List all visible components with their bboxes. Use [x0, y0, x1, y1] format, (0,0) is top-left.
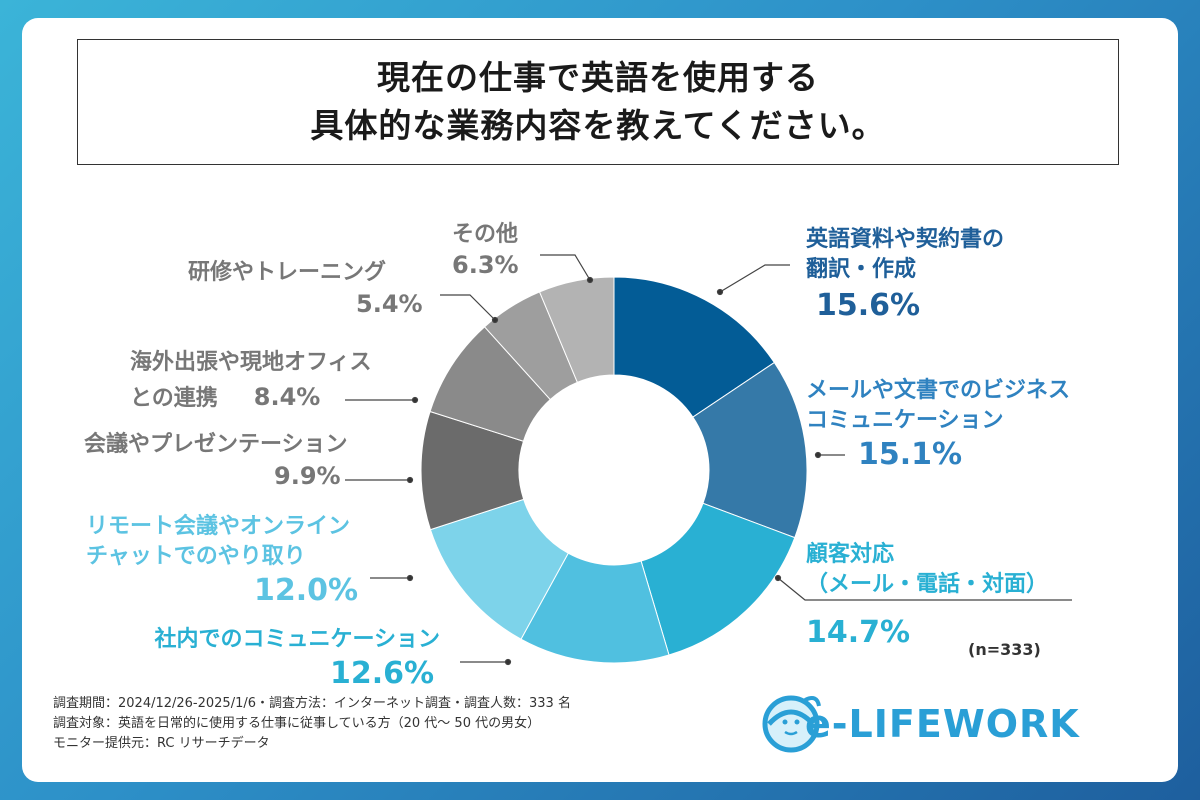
pct-other: 6.3% [452, 251, 519, 279]
pct-internal: 12.6% [330, 656, 435, 691]
footnote-period: 調査期間：2024/12/26-2025/1/6・調査方法：インターネット調査・… [53, 696, 571, 711]
pct-email-business: 15.1% [858, 437, 963, 472]
pct-training: 5.4% [356, 290, 423, 318]
leader-dot-8 [586, 276, 594, 284]
label-meetings: 会議やプレゼンテーション 9.9% [84, 432, 348, 490]
leader-dot-7 [491, 316, 499, 324]
leader-dot-2 [774, 574, 782, 582]
pct-translation: 15.6% [816, 288, 921, 323]
title-line-1: 現在の仕事で英語を使用する [377, 58, 819, 97]
leader-dot-6 [411, 396, 419, 404]
leader-line-8 [540, 254, 591, 281]
title-line-2: 具体的な業務内容を教えてください。 [310, 106, 886, 145]
label-internal: 社内でのコミュニケーション 12.6% [154, 627, 440, 691]
footnote-provider: モニター提供元：RC リサーチデータ [53, 736, 270, 751]
label-remote: リモート会議やオンライン チャットでのやり取り 12.0% [86, 514, 359, 608]
footnote-target: 調査対象：英語を日常的に使用する仕事に従事している方（20 代～ 50 代の男女… [53, 716, 541, 731]
pct-remote: 12.0% [254, 573, 359, 608]
donut-slice-0 [613, 276, 775, 418]
leader-dot-1 [814, 451, 822, 459]
donut-slice-2 [640, 502, 796, 656]
label-overseas: 海外出張や現地オフィス との連携 8.4% [130, 348, 372, 416]
pct-customer: 14.7% [806, 615, 911, 650]
leader-dot-4 [406, 574, 414, 582]
label-email-business: メールや文書でのビジネス コミュニケーション 15.1% [806, 378, 1071, 472]
label-training: 研修やトレーニング 5.4% [188, 260, 423, 318]
logo-mascot-icon [762, 695, 821, 753]
label-customer: 顧客対応 （メール・電話・対面） 14.7% [806, 542, 1049, 650]
label-translation: 英語資料や契約書の 翻訳・作成 15.6% [806, 227, 1005, 323]
leader-line-7 [440, 294, 496, 321]
leader-line-2 [777, 577, 1072, 601]
pct-meetings: 9.9% [274, 462, 341, 490]
sample-size-note: (n=333) [968, 640, 1041, 659]
leader-dot-5 [406, 476, 414, 484]
logo-text: e-LIFEWORK [805, 702, 1080, 746]
leader-line-0 [719, 264, 790, 293]
survey-footnotes: 調査期間：2024/12/26-2025/1/6・調査方法：インターネット調査・… [53, 694, 571, 754]
leader-dot-0 [716, 288, 724, 296]
brand-logo: e-LIFEWORK [755, 680, 1115, 760]
pct-overseas: 8.4% [253, 383, 321, 411]
chart-title: 現在の仕事で英語を使用する 具体的な業務内容を教えてください。 [77, 39, 1119, 165]
label-other: その他 6.3% [452, 222, 519, 279]
leader-dot-3 [504, 658, 512, 666]
donut-slice-8 [538, 276, 615, 384]
